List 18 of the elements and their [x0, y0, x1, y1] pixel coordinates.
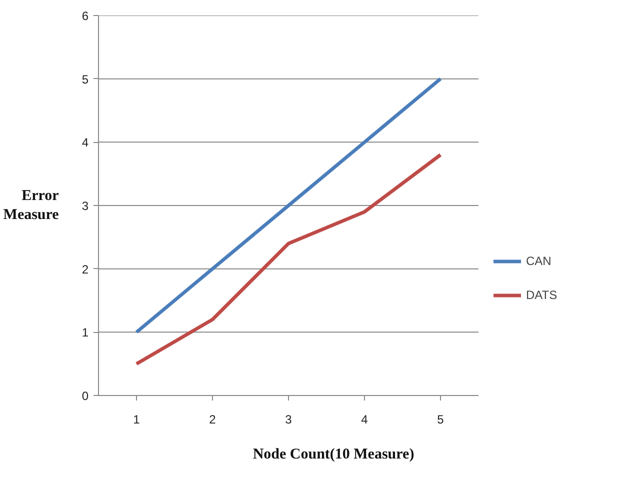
x-axis-title: Node Count(10 Measure)	[252, 446, 414, 462]
x-tick-label: 2	[209, 412, 216, 426]
y-tick-label: 6	[82, 9, 89, 23]
line-series	[134, 77, 442, 334]
x-tick-label: 5	[437, 412, 444, 426]
x-tick-label: 1	[133, 412, 140, 426]
y-tick-label: 0	[82, 389, 89, 403]
y-tick-label: 5	[82, 72, 89, 86]
x-tick-label: 3	[285, 412, 292, 426]
legend-label: DATS	[526, 288, 558, 302]
y-tick-label: 3	[82, 199, 89, 213]
x-tick-label: 4	[361, 412, 368, 426]
line-series	[134, 153, 442, 366]
y-tick-label: 1	[82, 326, 89, 340]
y-tick-label: 2	[82, 262, 89, 276]
y-axis-title: Error Measure	[3, 188, 60, 224]
y-tick-label: 4	[82, 136, 89, 150]
legend-label: CAN	[526, 254, 552, 268]
